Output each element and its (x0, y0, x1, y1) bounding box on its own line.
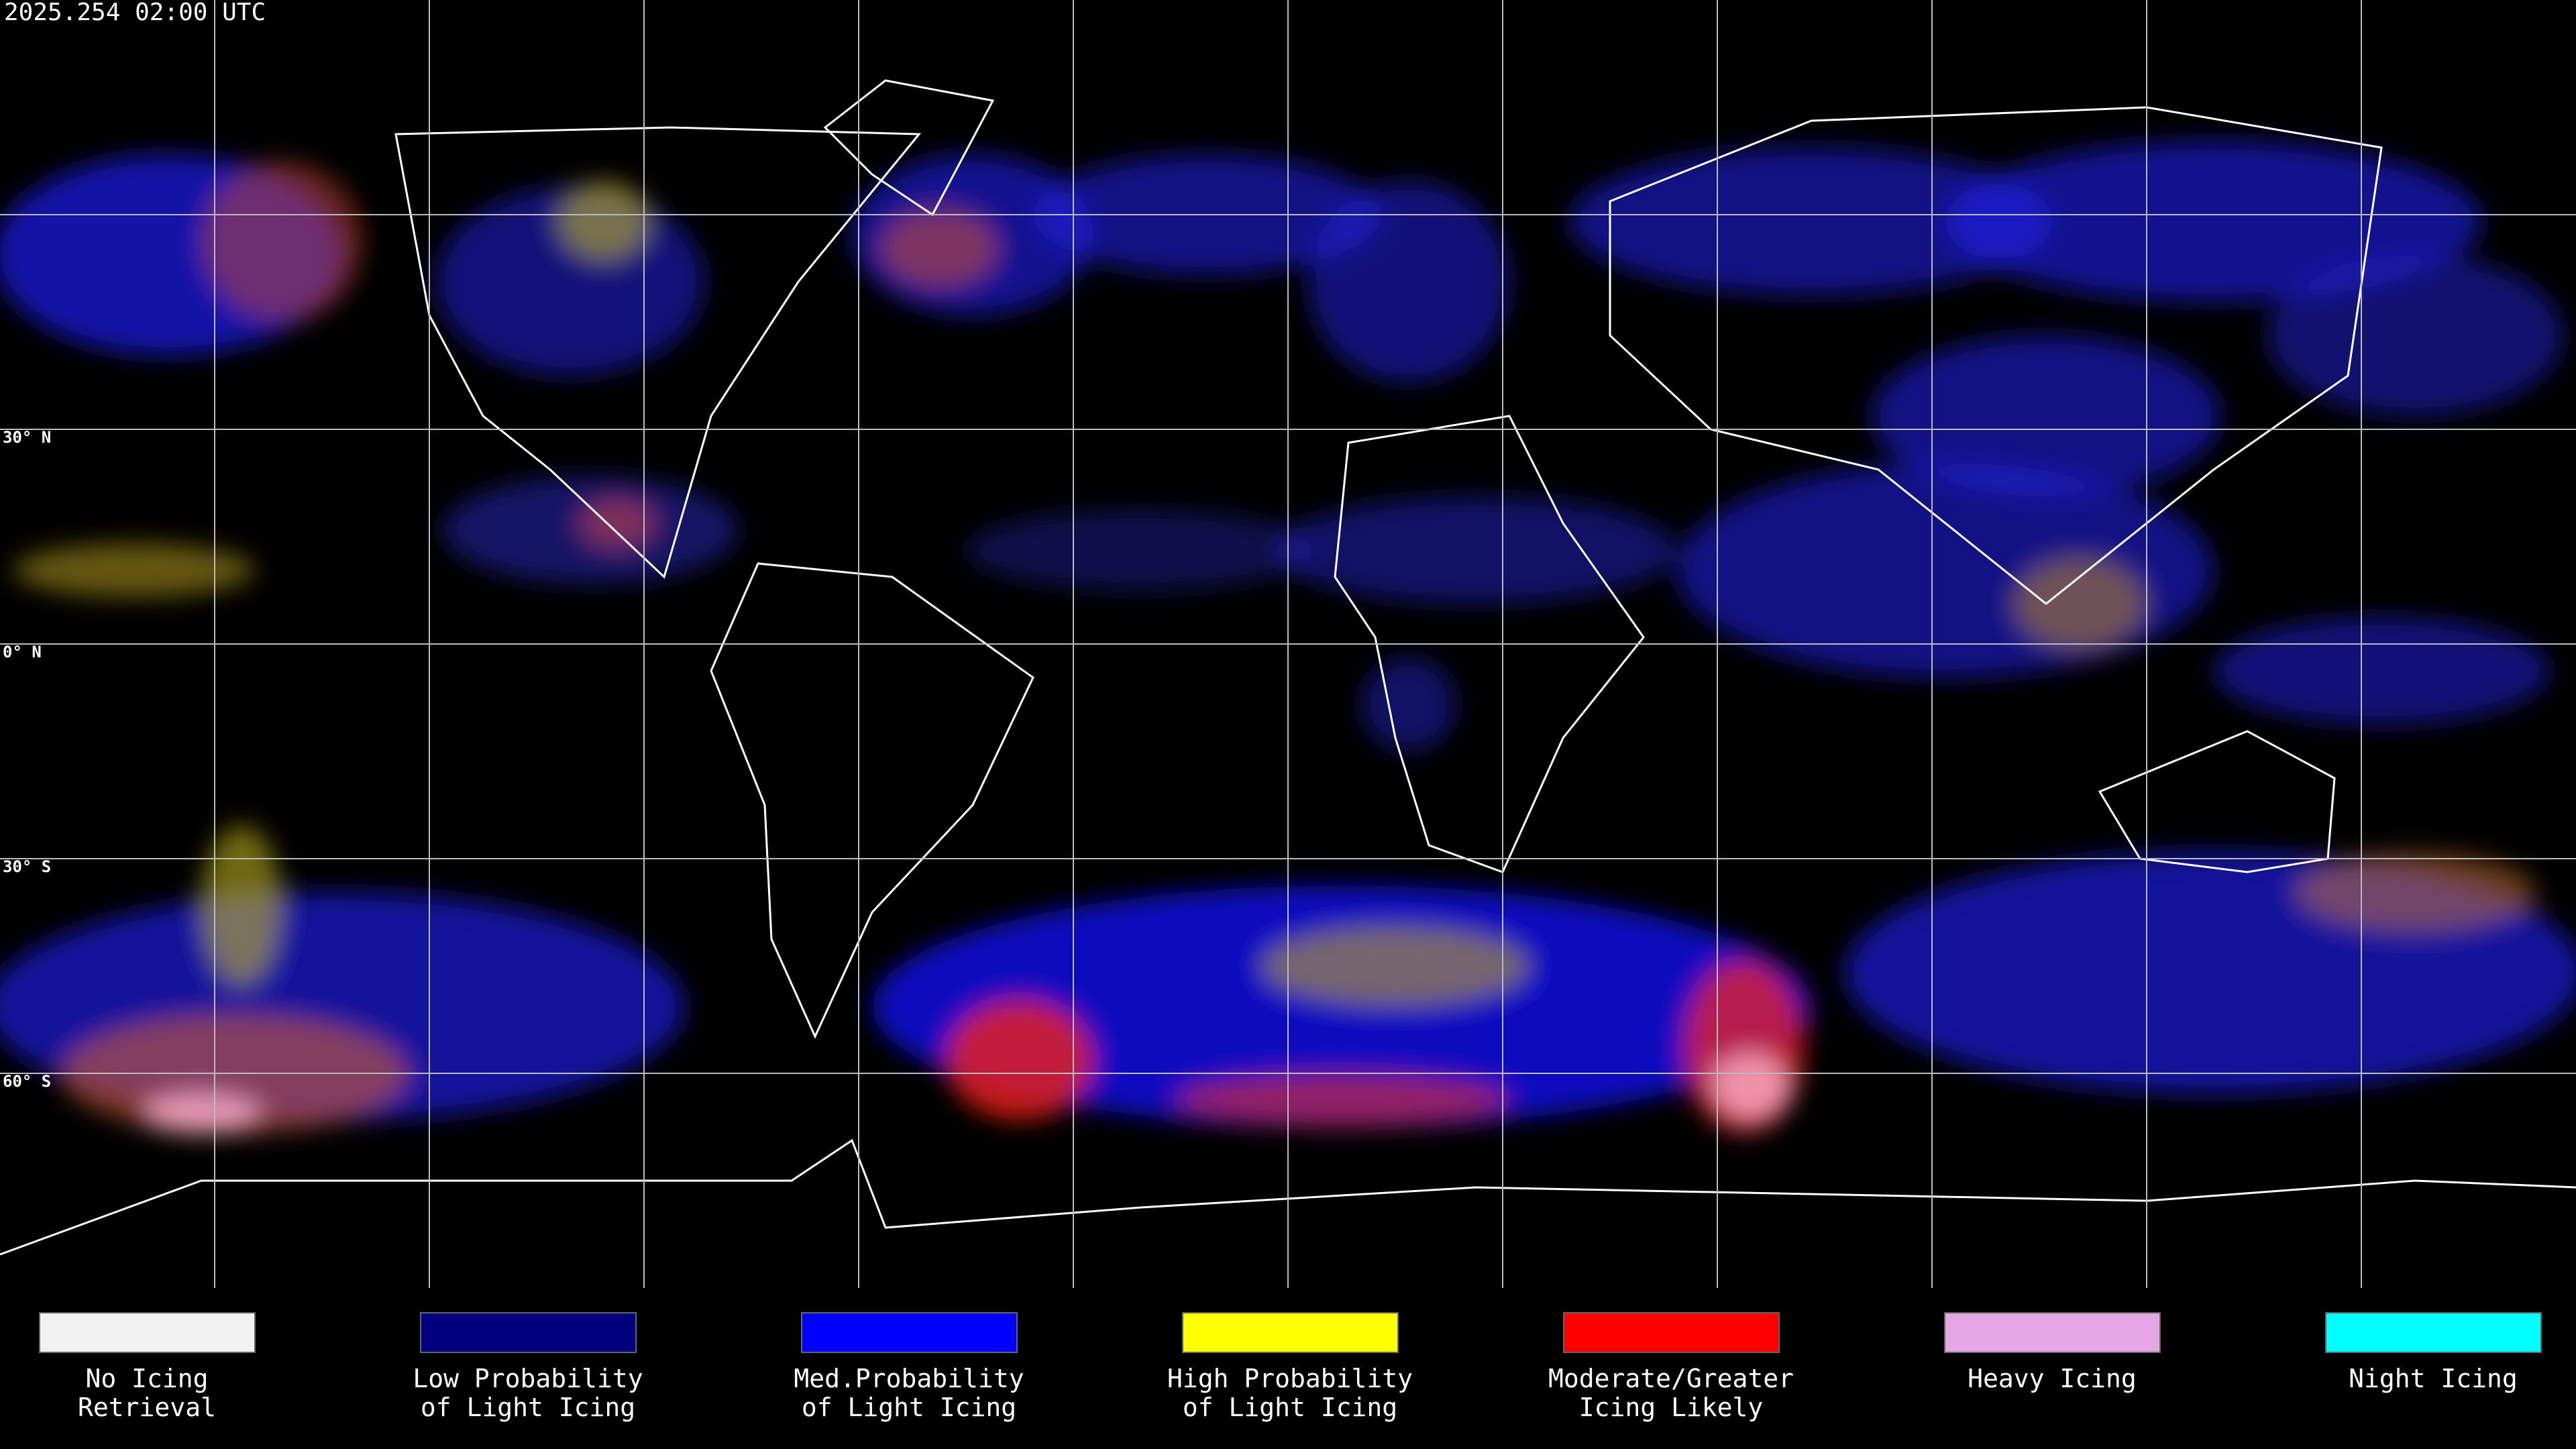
legend-swatch (1944, 1312, 2161, 1353)
legend-label: High Probability (1167, 1364, 1413, 1393)
legend-label: No Icing (85, 1364, 208, 1393)
legend-swatch (1182, 1312, 1399, 1353)
latitude-labels: 30° N 0° N 30° S 60° S (3, 428, 51, 1091)
graticule (0, 0, 2576, 1288)
legend-label: of Light Icing (1183, 1393, 1397, 1422)
lat-label: 30° N (3, 428, 51, 447)
legend-label: Night Icing (2349, 1364, 2518, 1393)
legend-label: Retrieval (78, 1393, 216, 1422)
legend-label: Icing Likely (1579, 1393, 1764, 1422)
legend-swatch (2325, 1312, 2542, 1353)
legend-swatch (1563, 1312, 1780, 1353)
lat-label: 30° S (3, 857, 51, 876)
legend-label: Low Probability (413, 1364, 643, 1393)
legend-label: Med.Probability (794, 1364, 1024, 1393)
legend-label: of Light Icing (802, 1393, 1016, 1422)
legend-swatch (420, 1312, 637, 1353)
lat-label: 0° N (3, 643, 42, 661)
timestamp: 2025.254 02:00 UTC (4, 0, 266, 26)
icing-field (0, 141, 2576, 1134)
legend-label: Moderate/Greater (1548, 1364, 1794, 1393)
legend-label: of Light Icing (421, 1393, 635, 1422)
legend-swatch (801, 1312, 1018, 1353)
lat-label: 60° S (3, 1072, 51, 1091)
legend-label: Heavy Icing (1968, 1364, 2137, 1393)
legend-swatch (39, 1312, 256, 1353)
